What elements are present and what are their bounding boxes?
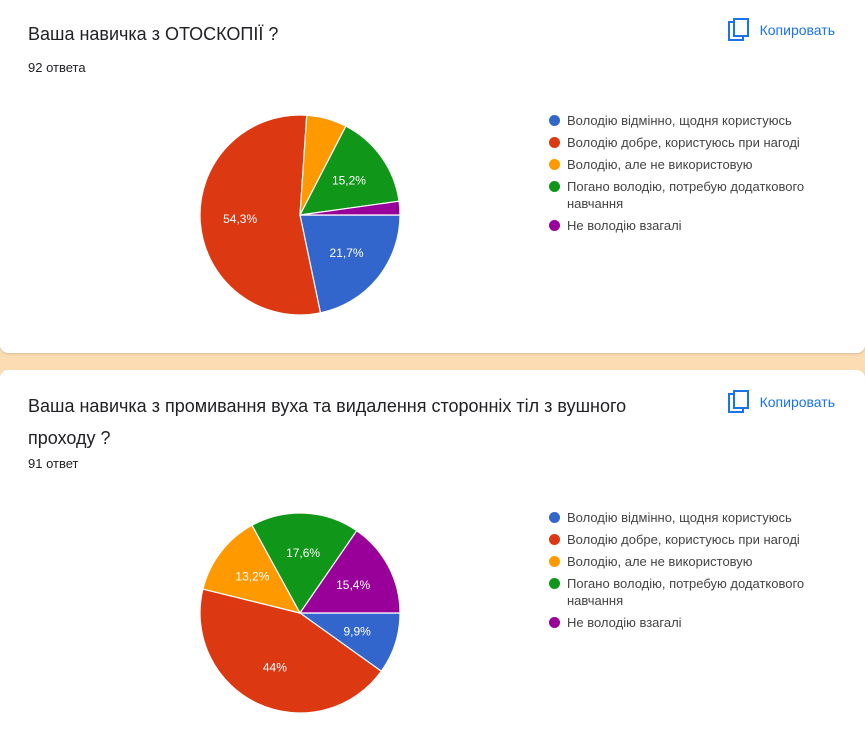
pie-slice[interactable] bbox=[298, 529, 401, 614]
chart-legend-2: Володію відмінно, щодня користуюсь Володі… bbox=[549, 509, 827, 636]
slice-data-label: 15,4% bbox=[336, 578, 370, 592]
legend-item: Володію добре, користуюсь при нагоді bbox=[549, 134, 827, 151]
copy-icon bbox=[727, 390, 749, 413]
legend-swatch bbox=[549, 534, 560, 545]
legend-item: Володію відмінно, щодня користуюсь bbox=[549, 509, 827, 526]
pie-slice[interactable] bbox=[199, 588, 383, 714]
legend-swatch bbox=[549, 220, 560, 231]
legend-swatch bbox=[549, 181, 560, 192]
slice-data-label: 44% bbox=[263, 660, 287, 674]
question-title-1: Ваша навичка з ОТОСКОПІЇ ? bbox=[28, 24, 279, 44]
legend-swatch bbox=[549, 115, 560, 126]
legend-label: Володію, але не використовую bbox=[567, 554, 753, 569]
legend-item: Володію добре, користуюсь при нагоді bbox=[549, 531, 827, 548]
legend-label: Володію відмінно, щодня користуюсь bbox=[567, 510, 792, 525]
copy-icon bbox=[727, 18, 749, 41]
slice-data-label: 15,2% bbox=[332, 173, 366, 187]
pie-chart-2: 9,9% 44% 13,2% 17,6% 15,4% bbox=[199, 512, 401, 714]
pie-slice[interactable] bbox=[202, 524, 302, 614]
legend-label: Володію відмінно, щодня користуюсь bbox=[567, 113, 792, 128]
chart-card-2: Ваша навичка з промивання вуха та видале… bbox=[0, 370, 865, 747]
slice-data-label: 54,3% bbox=[223, 212, 257, 226]
legend-item: Не володію взагалі bbox=[549, 217, 827, 234]
chart-card-1: Ваша навичка з ОТОСКОПІЇ ? 92 ответа Коп… bbox=[0, 0, 865, 353]
legend-swatch bbox=[549, 512, 560, 523]
legend-label: Не володію взагалі bbox=[567, 615, 682, 630]
legend-swatch bbox=[549, 159, 560, 170]
slice-data-label: 9,9% bbox=[343, 624, 371, 638]
legend-item: Погано володію, потребую додаткового нав… bbox=[549, 575, 827, 609]
legend-label: Погано володію, потребую додаткового нав… bbox=[567, 576, 805, 608]
legend-item: Не володію взагалі bbox=[549, 614, 827, 631]
legend-swatch bbox=[549, 578, 560, 589]
chart-legend-1: Володію відмінно, щодня користуюсь Володі… bbox=[549, 112, 827, 239]
legend-item: Володію, але не використовую bbox=[549, 553, 827, 570]
copy-label: Копировать bbox=[759, 394, 835, 410]
legend-label: Володію добре, користуюсь при нагоді bbox=[567, 135, 800, 150]
legend-label: Погано володію, потребую додаткового нав… bbox=[567, 179, 805, 211]
slice-data-label: 13,2% bbox=[235, 569, 269, 583]
response-count-2: 91 ответ bbox=[28, 456, 79, 471]
slice-data-label: 21,7% bbox=[330, 246, 364, 260]
legend-label: Володію, але не використовую bbox=[567, 157, 753, 172]
legend-swatch bbox=[549, 556, 560, 567]
legend-label: Не володію взагалі bbox=[567, 218, 682, 233]
question-title-2: Ваша навичка з промивання вуха та видале… bbox=[28, 396, 627, 448]
pie-slice[interactable] bbox=[299, 200, 401, 216]
legend-swatch bbox=[549, 617, 560, 628]
legend-item: Володію, але не використовую bbox=[549, 156, 827, 173]
legend-item: Погано володію, потребую додаткового нав… bbox=[549, 178, 827, 212]
pie-slice[interactable] bbox=[251, 512, 358, 615]
pie-slice[interactable] bbox=[298, 125, 400, 216]
legend-label: Володію добре, користуюсь при нагоді bbox=[567, 532, 800, 547]
pie-slice[interactable] bbox=[199, 114, 322, 316]
response-count-1: 92 ответа bbox=[28, 60, 86, 75]
pie-chart-1: 21,7% 54,3% 15,2% bbox=[199, 114, 401, 316]
copy-button-1[interactable]: Копировать bbox=[727, 18, 835, 42]
pie-slice[interactable] bbox=[299, 214, 401, 314]
legend-item: Володію відмінно, щодня користуюсь bbox=[549, 112, 827, 129]
slice-data-label: 17,6% bbox=[286, 546, 320, 560]
copy-button-2[interactable]: Копировать bbox=[727, 390, 835, 414]
copy-label: Копировать bbox=[759, 22, 835, 38]
legend-swatch bbox=[549, 137, 560, 148]
